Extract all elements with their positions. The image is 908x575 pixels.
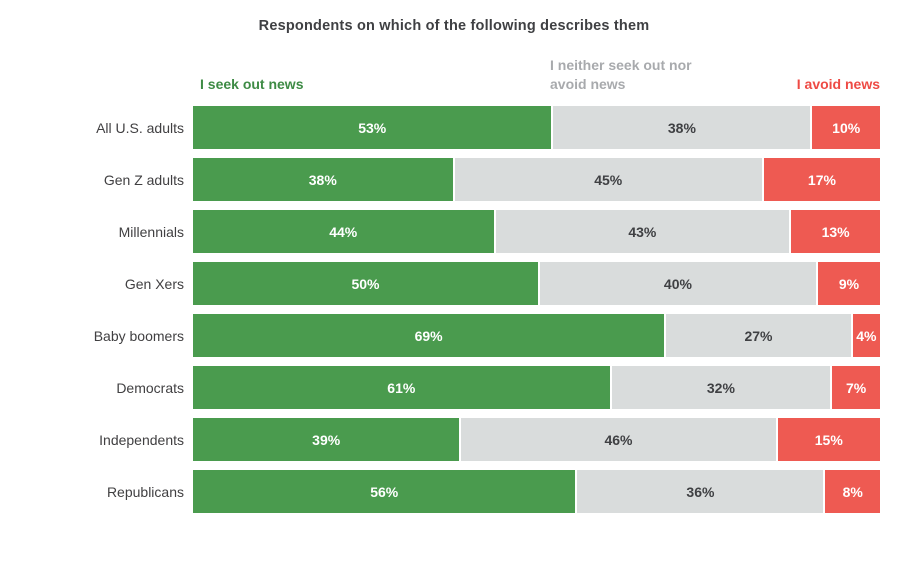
- chart-row: Independents 39% 46% 15%: [0, 418, 881, 461]
- segment-value-label: 17%: [807, 171, 836, 188]
- segment-value-label: 45%: [594, 171, 623, 188]
- bar-segment: 46%: [461, 418, 776, 461]
- category-label: Millennials: [118, 223, 184, 240]
- chart-row: All U.S. adults 53% 38% 10%: [0, 106, 880, 149]
- chart-row: Republicans 56% 36% 8%: [0, 470, 880, 513]
- segment-value-label: 10%: [832, 119, 861, 136]
- bar-segment: 9%: [817, 262, 880, 305]
- bar-segment: 32%: [611, 366, 831, 409]
- segment-value-label: 38%: [667, 119, 696, 136]
- segment-value-label: 8%: [842, 483, 863, 500]
- category-label: All U.S. adults: [96, 119, 184, 136]
- bar: 39% 46% 15%: [193, 418, 881, 461]
- chart-legend: I seek out news I neither seek out nor a…: [193, 56, 880, 94]
- bar-segment: 15%: [777, 418, 881, 461]
- bar-segment: 10%: [812, 106, 880, 149]
- chart-row: Gen Z adults 38% 45% 17%: [0, 158, 880, 201]
- chart-row: Baby boomers 69% 27% 4%: [0, 314, 880, 357]
- chart-title: Respondents on which of the following de…: [258, 18, 650, 34]
- segment-value-label: 36%: [686, 483, 715, 500]
- bar-segment: 39%: [193, 418, 460, 461]
- category-label: Independents: [99, 431, 184, 448]
- bar-segment: 13%: [791, 210, 880, 253]
- segment-value-label: 39%: [312, 431, 341, 448]
- bar: 53% 38% 10%: [193, 106, 880, 149]
- segment-value-label: 56%: [370, 483, 399, 500]
- bar-segment: 45%: [454, 158, 762, 201]
- segment-value-label: 61%: [387, 379, 416, 396]
- chart-row: Gen Xers 50% 40% 9%: [0, 262, 880, 305]
- bar: 44% 43% 13%: [193, 210, 880, 253]
- category-label: Gen Z adults: [103, 171, 184, 188]
- category-label: Republicans: [106, 483, 184, 500]
- segment-value-label: 50%: [351, 275, 380, 292]
- segment-value-label: 15%: [814, 431, 843, 448]
- bar-segment: 69%: [193, 314, 665, 357]
- category-label: Democrats: [116, 379, 184, 396]
- bar-segment: 38%: [193, 158, 453, 201]
- legend-item-avoid-news: I avoid news: [796, 76, 880, 92]
- bar-segment: 17%: [763, 158, 880, 201]
- bar-segment: 27%: [666, 314, 851, 357]
- bar: 38% 45% 17%: [193, 158, 880, 201]
- bar-segment: 38%: [553, 106, 811, 149]
- bar-segment: 50%: [193, 262, 538, 305]
- legend-item-seek-news: I seek out news: [200, 76, 304, 92]
- segment-value-label: 53%: [358, 119, 387, 136]
- segment-value-label: 4%: [856, 327, 877, 344]
- chart-rows: All U.S. adults 53% 38% 10% Gen Z adults 3…: [0, 106, 881, 513]
- category-label: Gen Xers: [124, 275, 184, 292]
- segment-value-label: 43%: [628, 223, 657, 240]
- legend-item-neither: I neither seek out nor avoid news: [550, 57, 692, 92]
- bar: 50% 40% 9%: [193, 262, 880, 305]
- chart-row: Democrats 61% 32% 7%: [0, 366, 880, 409]
- bar-segment: 53%: [193, 106, 552, 149]
- bar-segment: 56%: [193, 470, 576, 513]
- bar: 56% 36% 8%: [193, 470, 880, 513]
- bar-segment: 7%: [832, 366, 880, 409]
- segment-value-label: 13%: [821, 223, 850, 240]
- segment-value-label: 9%: [838, 275, 860, 292]
- chart-row: Millennials 44% 43% 13%: [0, 210, 880, 253]
- segment-value-label: 46%: [604, 431, 633, 448]
- segment-value-label: 69%: [414, 327, 443, 344]
- bar-segment: 4%: [852, 314, 880, 357]
- segment-value-label: 44%: [329, 223, 358, 240]
- bar-segment: 36%: [577, 470, 824, 513]
- bar: 69% 27% 4%: [193, 314, 880, 357]
- stacked-bar-chart: Respondents on which of the following de…: [0, 18, 908, 575]
- segment-value-label: 32%: [706, 379, 735, 396]
- category-label: Baby boomers: [93, 327, 184, 344]
- segment-value-label: 38%: [308, 171, 337, 188]
- bar-segment: 44%: [193, 210, 494, 253]
- segment-value-label: 7%: [845, 379, 867, 396]
- segment-value-label: 40%: [663, 275, 692, 292]
- segment-value-label: 27%: [744, 327, 773, 344]
- bar-segment: 61%: [193, 366, 610, 409]
- bar-segment: 43%: [495, 210, 790, 253]
- bar-segment: 40%: [539, 262, 816, 305]
- bar: 61% 32% 7%: [193, 366, 880, 409]
- bar-segment: 8%: [825, 470, 880, 513]
